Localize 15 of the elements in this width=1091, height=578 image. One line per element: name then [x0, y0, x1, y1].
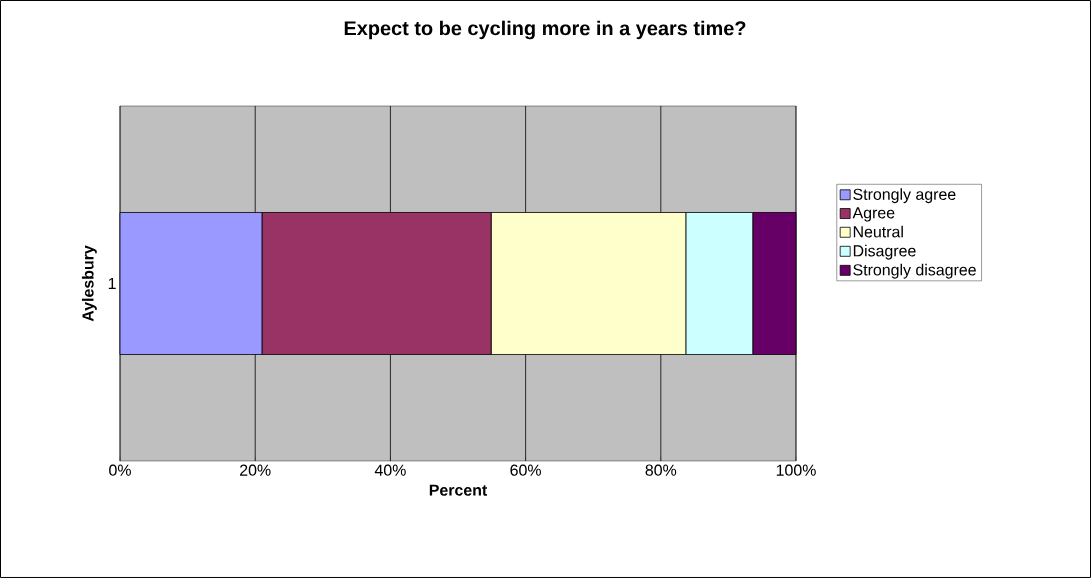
- y-axis-title: Aylesbury: [81, 245, 97, 322]
- x-axis-title: Percent: [429, 484, 488, 496]
- x-tick-label: 0%: [109, 464, 131, 476]
- legend-label: Neutral: [853, 225, 903, 238]
- chart-title: Expect to be cycling more in a years time?: [344, 20, 746, 40]
- legend-label: Disagree: [853, 244, 916, 260]
- x-tick-label: 20%: [240, 464, 271, 476]
- y-tick-label: 1: [108, 278, 116, 289]
- legend-label: Agree: [852, 207, 895, 222]
- x-tick-label: 40%: [374, 464, 406, 476]
- x-tick-label: 100%: [776, 464, 816, 476]
- legend-label: Strongly agree: [853, 188, 956, 204]
- legend-label: Strongly disagree: [853, 263, 976, 279]
- x-tick-label: 80%: [645, 464, 677, 476]
- x-tick-label: 60%: [510, 464, 541, 476]
